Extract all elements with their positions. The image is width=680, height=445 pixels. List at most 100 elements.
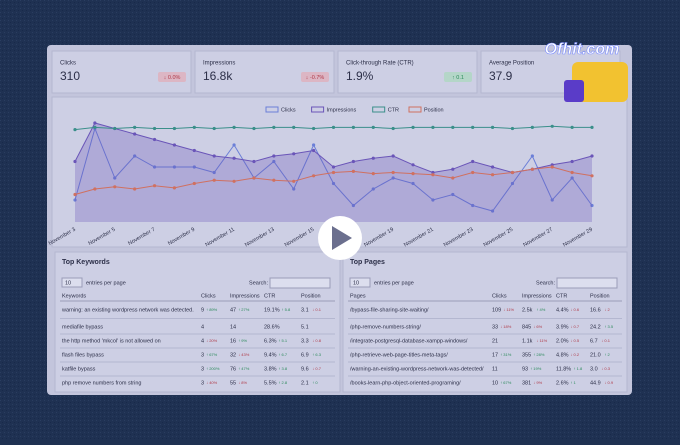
data-point	[590, 174, 594, 178]
data-point	[451, 176, 455, 180]
legend-label: CTR	[388, 107, 399, 113]
page-size-select[interactable]	[61, 277, 83, 288]
cell-value: 10	[492, 380, 498, 386]
data-point	[391, 126, 395, 131]
data-point	[391, 154, 395, 158]
cell-change: ↑ 67%	[500, 380, 512, 385]
stat-label: Click-through Rate (CTR)	[346, 61, 414, 67]
row-label[interactable]: /integrate-postgresql-database-xampp-win…	[350, 338, 468, 344]
row-label[interactable]: /php-retrieve-web-page-titles-meta-tags/	[350, 352, 448, 358]
cell-change: ↑ 27%	[238, 307, 250, 312]
cell-change: ↓ 18%	[500, 324, 512, 329]
cell-value: 4.8%	[556, 352, 569, 358]
stat-change: ↓ -0.7%	[306, 75, 325, 81]
brand-logo[interactable]	[564, 62, 628, 102]
cell-value: 3.8%	[264, 366, 277, 372]
cell-value: 4	[201, 324, 204, 330]
page-size: 10	[65, 280, 71, 286]
table-title: Top Keywords	[62, 259, 110, 266]
data-point	[331, 165, 336, 169]
column-header: Impressions	[230, 293, 260, 299]
data-point	[510, 181, 515, 186]
page-size-select[interactable]	[349, 277, 371, 288]
stat-label: Clicks	[60, 61, 76, 67]
row-label[interactable]: /warning-an-existing-wordpress-network-w…	[350, 366, 484, 372]
cell-value: 9	[201, 307, 204, 313]
data-point	[232, 125, 236, 129]
cell-change: ↓ 0.5	[570, 338, 579, 343]
cell-change: ↑ 67%	[206, 352, 218, 357]
page-size-label: entries per page	[374, 280, 414, 286]
cell-value: 3.9%	[556, 324, 569, 330]
cell-value: 16	[230, 338, 236, 344]
search-input[interactable]	[556, 277, 618, 289]
stat-change-badge	[158, 72, 186, 82]
data-point	[172, 165, 177, 169]
cell-change: ↓ 11%	[503, 307, 514, 312]
cell-value: 4.4%	[556, 307, 569, 313]
data-point	[152, 184, 157, 188]
data-point	[272, 159, 276, 164]
row-label[interactable]: mediafile bypass	[62, 324, 103, 330]
legend-swatch	[408, 106, 422, 113]
cell-change: ↓ 0.3	[601, 366, 610, 371]
cell-value: 47	[230, 307, 236, 313]
data-point	[292, 125, 296, 129]
row-label[interactable]: katfile bypass	[62, 366, 96, 372]
data-point	[590, 154, 594, 158]
data-point	[391, 176, 395, 180]
cell-value: 21.0	[590, 352, 601, 358]
data-point	[431, 170, 435, 175]
data-point	[212, 154, 216, 158]
row-label[interactable]: flash files bypass	[62, 352, 104, 358]
data-point	[451, 125, 455, 129]
data-point	[133, 125, 137, 129]
row-label[interactable]: /php-remove-numbers-string/	[350, 324, 421, 330]
data-point	[570, 159, 574, 164]
row-label[interactable]: /books-learn-php-object-oriented-program…	[350, 380, 461, 386]
page-size: 10	[353, 280, 359, 286]
legend-label: Position	[424, 107, 444, 113]
data-point	[550, 198, 554, 202]
data-point	[312, 143, 316, 147]
legend-swatch	[311, 106, 325, 113]
data-point	[570, 125, 574, 129]
data-point	[252, 159, 256, 164]
row-label[interactable]: php remove numbers from string	[62, 380, 141, 386]
stat-label: Impressions	[203, 61, 235, 67]
data-point	[232, 143, 236, 147]
data-point	[152, 137, 157, 142]
data-point	[192, 125, 196, 129]
cell-change: ↑ 1	[570, 380, 576, 385]
play-button[interactable]	[318, 216, 362, 260]
cell-change: ↓ 0.1	[312, 307, 321, 312]
row-label[interactable]: warning: an existing wordpress network w…	[61, 307, 194, 313]
cell-value: 16.6	[590, 307, 601, 313]
data-point	[371, 156, 375, 160]
data-point	[232, 156, 236, 160]
data-point	[113, 185, 117, 189]
cell-change: ↑ 5.8	[282, 307, 291, 312]
cell-value: 2.1	[301, 380, 309, 386]
row-label[interactable]: the http method 'mkcol' is not allowed o…	[62, 338, 161, 344]
data-point	[192, 181, 196, 186]
data-point	[490, 125, 495, 129]
data-point	[331, 125, 336, 129]
cell-value: 2.5k	[522, 307, 533, 313]
data-point	[172, 143, 177, 147]
column-header: CTR	[264, 293, 275, 299]
stat-change: ↑ 0.1	[452, 75, 464, 81]
cell-value: 76	[230, 366, 236, 372]
cell-change: ↓ 0.9	[604, 380, 613, 385]
cell-change: ↓ 43%	[238, 352, 250, 357]
data-point	[550, 165, 554, 169]
row-label[interactable]: /bypass-file-sharing-site-waiting/	[350, 307, 429, 313]
search-input[interactable]	[269, 277, 331, 289]
data-point	[351, 169, 355, 173]
column-header: Keywords	[62, 293, 86, 299]
cell-change: ↑ 200%	[206, 366, 220, 371]
data-point	[73, 128, 77, 132]
column-header: Position	[590, 293, 610, 299]
cell-change: ↓ 11%	[536, 338, 547, 343]
